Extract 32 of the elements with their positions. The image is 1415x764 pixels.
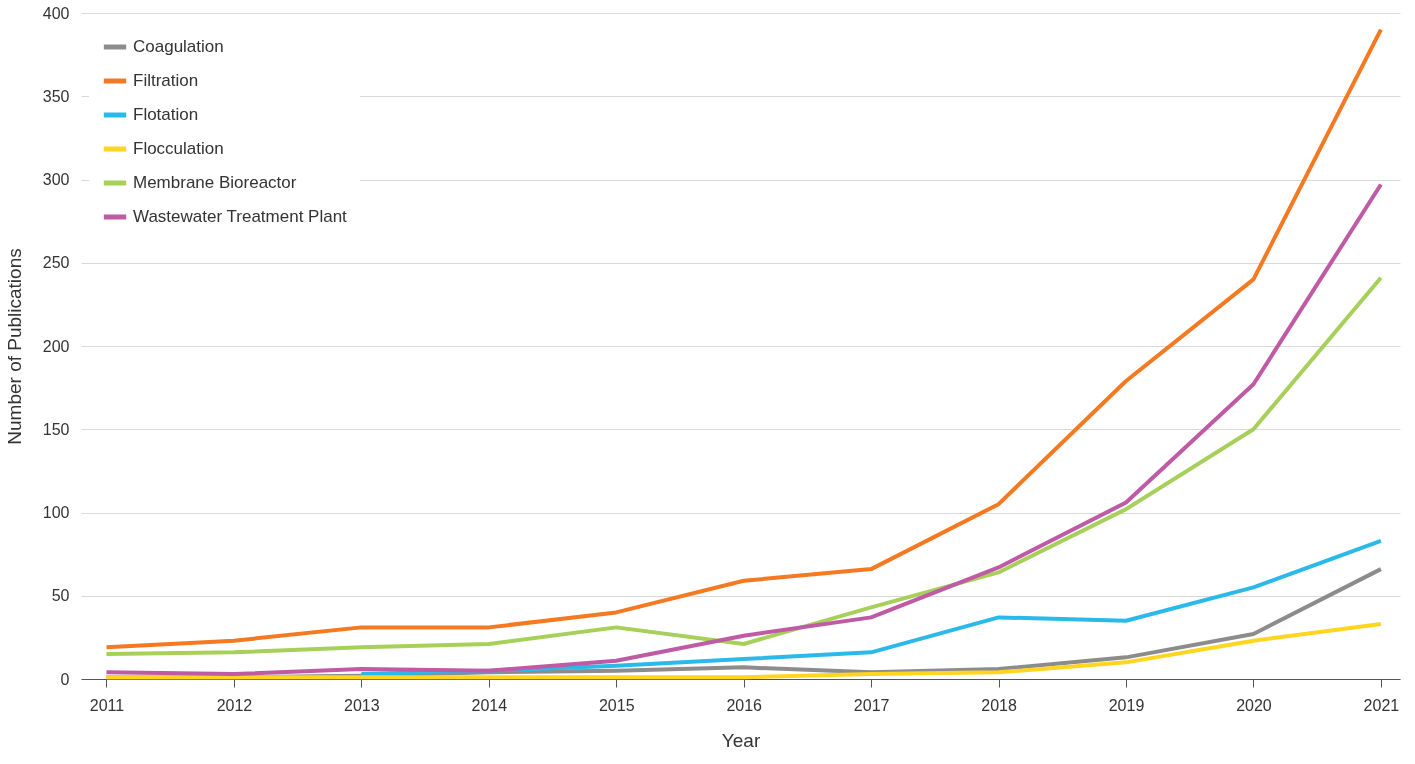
- y-tick-label: 250: [42, 254, 70, 272]
- x-tick-label: 2017: [853, 696, 890, 714]
- x-tick-label: 2019: [1108, 696, 1145, 714]
- y-axis-title: Number of Publications: [3, 248, 25, 445]
- x-tick-label: 2011: [89, 696, 125, 714]
- x-tick-label: 2014: [471, 696, 508, 714]
- y-tick-label: 300: [42, 171, 70, 188]
- legend-label: Wastewater Treatment Plant: [133, 207, 348, 226]
- y-tick-label: 100: [42, 504, 70, 521]
- x-tick-label: 2016: [726, 696, 763, 714]
- legend-label: Membrane Bioreactor: [133, 173, 297, 192]
- legend-label: Flotation: [133, 105, 199, 124]
- line-series: [359, 538, 1383, 677]
- y-tick-label: 400: [42, 4, 70, 22]
- x-tick-label: 2015: [598, 696, 635, 714]
- y-tick-label: 200: [42, 337, 70, 355]
- legend-label: Filtration: [133, 71, 199, 90]
- x-tick-label: 2020: [1236, 696, 1272, 714]
- x-tick-label: 2021: [1363, 696, 1400, 714]
- y-tick-label: 0: [60, 670, 70, 688]
- x-tick-label: 2013: [344, 696, 380, 714]
- y-tick-label: 50: [51, 587, 70, 605]
- line-series: [104, 27, 1383, 650]
- y-tick-label: 150: [42, 420, 70, 438]
- y-tick-label: 350: [42, 87, 70, 105]
- line-series: [104, 275, 1383, 657]
- legend-label: Coagulation: [133, 37, 224, 56]
- x-axis-title: Year: [721, 729, 761, 751]
- x-tick-label: 2018: [981, 696, 1017, 714]
- x-tick-label: 2012: [216, 696, 253, 714]
- line-series: [104, 622, 1383, 680]
- legend-label: Flocculation: [133, 139, 224, 158]
